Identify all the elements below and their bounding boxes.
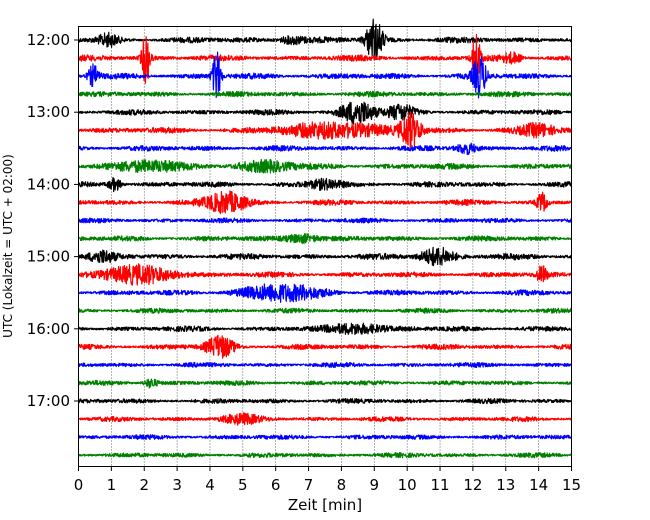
y-tick-label: 17:00 [27,392,70,410]
seismic-trace [78,51,573,99]
y-tick-label: 14:00 [27,175,70,193]
seismic-trace [77,101,573,125]
y-tick-label: 15:00 [27,248,70,266]
x-tick-label: 14 [529,476,548,494]
y-axis-label: UTC (Lokalzeit = UTC + 02:00) [1,154,15,338]
seismic-trace [77,18,572,61]
x-tick-label: 7 [304,476,314,494]
y-axis-ticks: 12:00 13:00 14:00 15:00 16:00 17:00 [27,31,79,410]
seismic-trace [78,322,572,336]
seismic-trace [77,397,573,405]
seismic-trace [77,142,573,156]
x-tick-label: 8 [337,476,347,494]
seismic-trace [77,158,573,174]
x-tick-label: 13 [496,476,515,494]
x-tick-label: 5 [238,476,248,494]
seismic-trace [77,246,573,267]
grid-lines [111,26,539,467]
seismic-trace [77,452,573,459]
y-tick-label: 12:00 [27,31,70,49]
seismic-trace [77,361,573,369]
seismic-trace [77,190,573,215]
x-tick-label: 10 [398,476,417,494]
plot-border [78,26,572,467]
traces [77,18,573,459]
seismic-trace [77,307,573,314]
x-tick-label: 4 [205,476,215,494]
seismic-trace [78,283,573,303]
x-tick-label: 2 [139,476,149,494]
x-axis-ticks: 0 1 2 3 4 5 6 7 8 9 10 11 12 13 14 15 [74,466,581,494]
seismic-trace [77,412,572,426]
x-axis-label: Zeit [min] [288,496,362,514]
plot-area [78,26,572,467]
x-tick-label: 1 [107,476,117,494]
x-tick-label: 12 [463,476,482,494]
y-tick-label: 16:00 [27,320,70,338]
x-tick-label: 11 [430,476,449,494]
seismic-trace [78,378,573,389]
x-tick-label: 9 [370,476,380,494]
x-tick-label: 3 [172,476,182,494]
x-tick-label: 15 [562,476,581,494]
seismic-trace [77,233,573,245]
seismic-trace [77,176,573,193]
seismic-trace [77,217,573,224]
seismic-trace [77,111,573,151]
seismic-trace [77,90,572,98]
seismic-trace [77,33,572,84]
x-tick-label: 0 [74,476,84,494]
seismic-trace [77,334,573,359]
x-tick-label: 6 [271,476,281,494]
seismic-trace [77,434,573,441]
seismic-trace [77,263,573,286]
y-tick-label: 13:00 [27,103,70,121]
